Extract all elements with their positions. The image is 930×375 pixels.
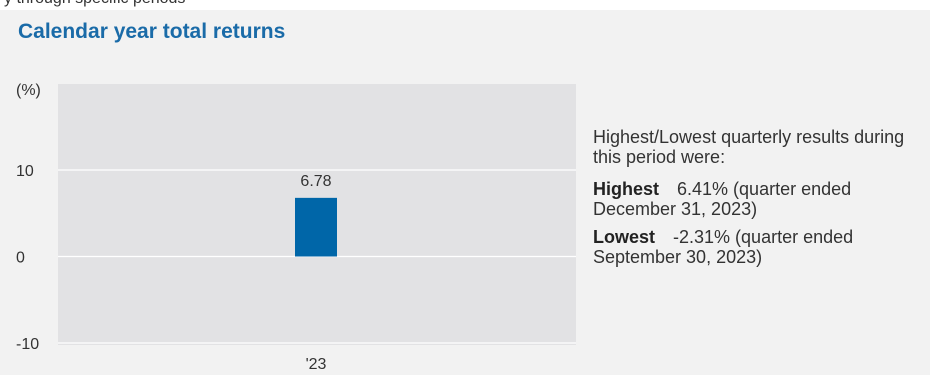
quarterly-results-note: Highest/Lowest quarterly results during … <box>593 127 923 275</box>
y-axis-unit-label: (%) <box>16 82 41 99</box>
note-intro: Highest/Lowest quarterly results during … <box>593 127 905 167</box>
x-tick-label: '23 <box>306 356 327 373</box>
y-axis-ticks: 10 0 -10 <box>16 163 39 353</box>
highest-value: 6.41% (quarter ended December 31, 2023) <box>593 179 852 219</box>
lowest-label: Lowest <box>593 227 656 247</box>
chart-title: Calendar year total returns <box>18 20 286 43</box>
highest-row: Highest 6.41% (quarter ended December 31,… <box>593 179 923 219</box>
bars: 6.78 <box>295 173 337 257</box>
bar-data-label: 6.78 <box>300 173 331 190</box>
x-axis-labels: '23 <box>306 356 327 373</box>
bar <box>295 197 337 257</box>
top-text: y through specific periods <box>4 0 185 8</box>
y-tick-label: 0 <box>16 250 25 267</box>
lowest-row: Lowest -2.31% (quarter ended September 30… <box>593 227 923 267</box>
top-text-fragment: y through specific periods <box>0 0 930 10</box>
y-tick-label: 10 <box>16 163 34 180</box>
lowest-value: -2.31% (quarter ended September 30, 2023… <box>593 227 854 267</box>
y-tick-label: -10 <box>16 336 39 353</box>
highest-label: Highest <box>593 179 660 199</box>
